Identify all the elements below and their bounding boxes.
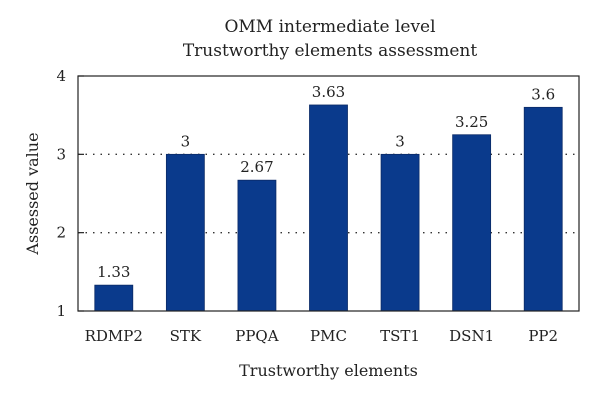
data-label-rdmp2: 1.33 — [97, 263, 130, 281]
bar-tst1 — [380, 153, 420, 312]
data-label-pp2: 3.6 — [531, 85, 555, 103]
y-tick-label: 3 — [56, 145, 66, 163]
data-label-dsn1: 3.25 — [455, 113, 488, 131]
category-label-tst1: TST1 — [380, 327, 420, 345]
bar-pmc — [309, 104, 348, 312]
category-label-dsn1: DSN1 — [449, 327, 494, 345]
category-labels: RDMP2 STK PPQA PMC TST1 DSN1 PP2 — [85, 327, 558, 345]
category-label-ppqa: PPQA — [235, 327, 278, 345]
bar-dsn1 — [452, 134, 492, 312]
bar-ppqa — [237, 179, 277, 312]
category-label-pmc: PMC — [310, 327, 347, 345]
data-label-pmc: 3.63 — [312, 83, 345, 101]
y-ticks: 1 2 3 4 — [56, 67, 84, 320]
chart-subtitle: Trustworthy elements assessment — [183, 41, 478, 61]
category-label-rdmp2: RDMP2 — [85, 327, 143, 345]
data-label-ppqa: 2.67 — [240, 158, 273, 176]
category-label-stk: STK — [170, 327, 202, 345]
data-label-tst1: 3 — [395, 132, 405, 150]
data-labels: 1.33 3 2.67 3.63 3 3.25 3.6 — [97, 83, 555, 281]
gridlines — [78, 153, 579, 234]
bar-rdmp2 — [94, 284, 134, 312]
category-label-pp2: PP2 — [528, 327, 558, 345]
x-axis-label: Trustworthy elements — [239, 361, 418, 380]
data-label-stk: 3 — [181, 132, 191, 150]
bar-stk — [165, 153, 205, 312]
y-axis-label: Assessed value — [23, 132, 42, 255]
bars — [94, 104, 563, 312]
plot-area-frame — [77, 75, 580, 312]
bar-pp2 — [523, 106, 563, 312]
y-tick-label: 1 — [56, 302, 66, 320]
y-tick-label: 2 — [56, 224, 66, 242]
y-tick-label: 4 — [56, 67, 66, 85]
chart-title: OMM intermediate level — [224, 17, 435, 37]
